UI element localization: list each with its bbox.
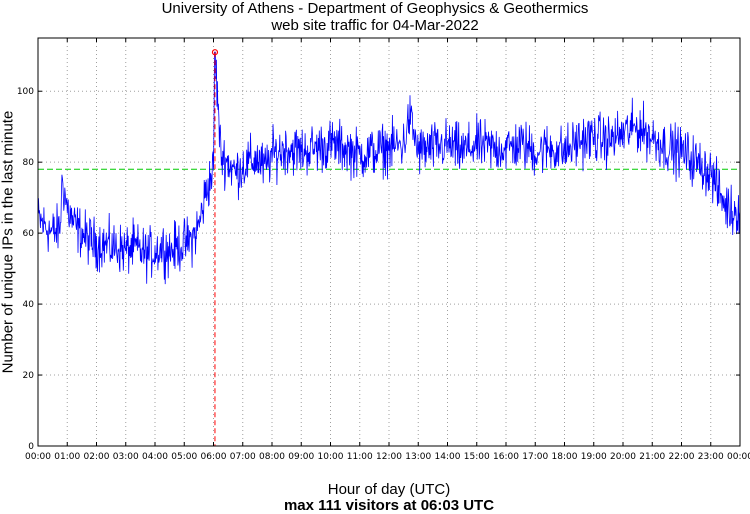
max-marker-group	[211, 49, 219, 446]
x-tick-label: 23:00	[698, 452, 724, 462]
x-tick-label: 07:00	[230, 452, 256, 462]
y-tick-label: 0	[28, 442, 34, 452]
x-tick-label: 09:00	[288, 452, 314, 462]
x-tick-label: 20:00	[610, 452, 636, 462]
x-tick-label: 04:00	[142, 452, 168, 462]
x-tick-label: 14:00	[435, 452, 461, 462]
x-tick-label: 19:00	[581, 452, 607, 462]
x-tick-label: 02:00	[84, 452, 110, 462]
series-line	[37, 51, 741, 285]
x-tick-label: 16:00	[493, 452, 519, 462]
max-visitors-note: max 111 visitors at 06:03 UTC	[283, 497, 495, 514]
y-tick-label: 20	[23, 371, 35, 381]
x-tick-label: 12:00	[376, 452, 402, 462]
x-tick-label: 01:00	[54, 452, 80, 462]
x-tick-label: 21:00	[639, 452, 665, 462]
x-tick-label: 13:00	[405, 452, 431, 462]
x-axis-label: Hour of day (UTC)	[327, 481, 451, 498]
series-group	[37, 51, 741, 285]
max-point-marker	[211, 49, 219, 56]
y-tick-label: 80	[23, 158, 35, 168]
x-tick-label: 22:00	[669, 452, 695, 462]
x-tick-label: 08:00	[259, 452, 285, 462]
x-tick-label: 10:00	[318, 452, 344, 462]
axis-ticks: 00:00 01:00 02:00 03:00 04:00 05:00 06:00 07:00…	[17, 38, 750, 462]
y-tick-label: 40	[23, 300, 35, 310]
y-tick-label: 100	[17, 87, 34, 97]
x-tick-label: 18:00	[552, 452, 578, 462]
grid-lines	[38, 38, 740, 446]
x-tick-label: 05:00	[171, 452, 197, 462]
x-tick-label: 03:00	[113, 452, 139, 462]
x-tick-label: 00:00	[25, 452, 51, 462]
y-tick-label: 60	[23, 229, 35, 239]
chart-title: University of Athens - Department of Geo…	[161, 0, 589, 17]
x-tick-label: 15:00	[464, 452, 490, 462]
x-tick-label: 17:00	[522, 452, 548, 462]
chart-subtitle: web site traffic for 04-Mar-2022	[271, 17, 479, 34]
x-tick-label: 11:00	[347, 452, 373, 462]
x-tick-label: 06:00	[201, 452, 227, 462]
x-tick-label: 00:00	[727, 452, 750, 462]
